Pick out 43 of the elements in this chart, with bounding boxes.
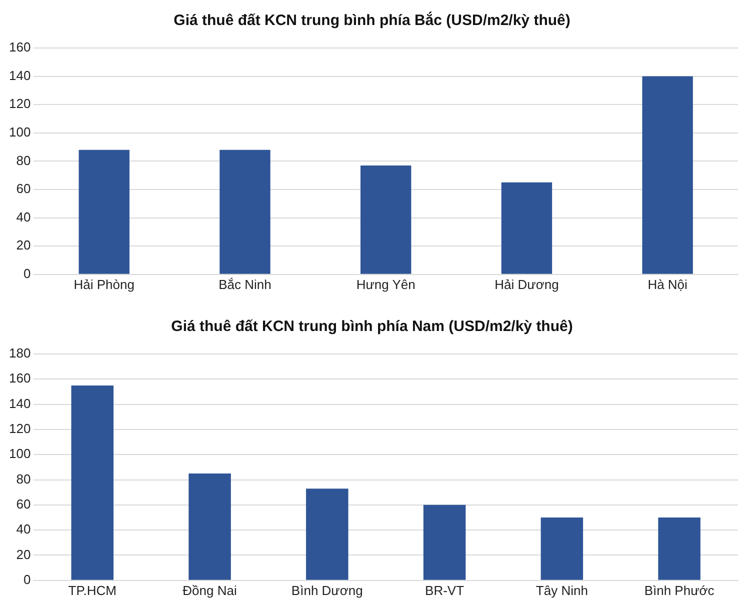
bar — [642, 76, 693, 274]
bar — [78, 150, 130, 274]
y-tick-label: 140 — [8, 68, 31, 83]
bar — [71, 385, 114, 580]
y-tick-label: 120 — [8, 421, 31, 436]
x-tick-label: Hải Phòng — [74, 276, 134, 292]
y-tick-label: 100 — [8, 124, 31, 140]
x-tick-label: Bắc Ninh — [218, 276, 272, 292]
bar — [658, 518, 700, 580]
y-tick-label: 80 — [16, 152, 31, 168]
y-tick-label: 180 — [8, 346, 31, 361]
bar — [423, 504, 466, 580]
bar — [306, 488, 348, 580]
chart-title: Giá thuê đất KCN trung bình phía Bắc (USD/m2/kỳ thuê) — [174, 11, 570, 30]
y-tick-label: 0 — [23, 572, 31, 587]
y-tick-label: 100 — [8, 446, 31, 462]
y-tick-label: 40 — [16, 522, 31, 537]
y-tick-label: 160 — [8, 40, 31, 55]
y-tick-label: 80 — [16, 471, 31, 486]
y-tick-label: 140 — [8, 396, 31, 411]
x-tick-label: Hưng Yên — [356, 276, 416, 292]
y-tick-label: 0 — [23, 266, 31, 281]
x-tick-label: Bình Dương — [291, 582, 363, 598]
y-tick-label: 120 — [8, 96, 31, 112]
bar — [360, 165, 412, 274]
y-tick-label: 60 — [16, 496, 31, 512]
y-tick-label: 40 — [16, 209, 31, 224]
x-tick-label: Bình Phước — [644, 582, 715, 598]
bar — [220, 150, 270, 274]
bar — [501, 182, 552, 274]
x-tick-label: Tây Ninh — [536, 582, 588, 598]
y-tick-label: 160 — [8, 370, 31, 386]
chart-title: Giá thuê đất KCN trung bình phía Nam (USD/m2/kỳ thuê) — [171, 318, 573, 336]
x-tick-label: Đồng Nai — [182, 582, 237, 598]
y-tick-label: 20 — [16, 546, 31, 562]
y-tick-label: 20 — [16, 238, 31, 253]
x-tick-label: Hải Dương — [494, 276, 559, 292]
x-tick-label: TP.HCM — [68, 582, 116, 598]
bar — [188, 473, 231, 580]
x-tick-label: BR-VT — [425, 582, 464, 598]
x-tick-label: Hà Nội — [648, 276, 688, 292]
bar — [540, 518, 584, 580]
y-tick-label: 60 — [16, 181, 31, 196]
